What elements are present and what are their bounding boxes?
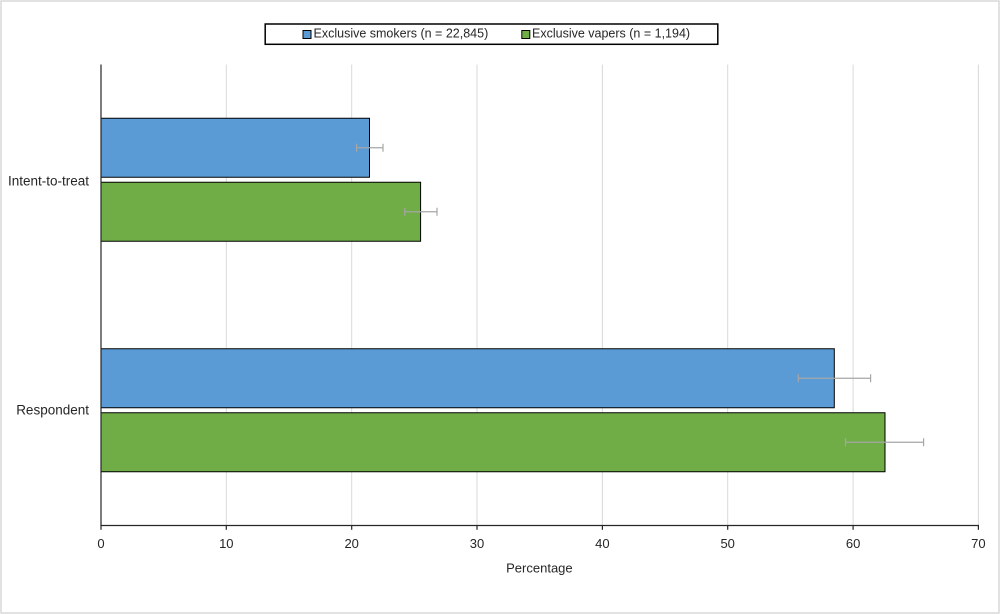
svg-text:50: 50 [720,536,734,551]
svg-text:0: 0 [97,536,104,551]
svg-text:10: 10 [219,536,233,551]
svg-text:20: 20 [344,536,358,551]
svg-text:Intent-to-treat: Intent-to-treat [8,174,89,189]
svg-text:70: 70 [971,536,985,551]
svg-text:Exclusive smokers (n = 22,845): Exclusive smokers (n = 22,845) [314,27,489,41]
svg-text:Percentage: Percentage [506,561,573,576]
svg-text:30: 30 [470,536,484,551]
svg-text:Respondent: Respondent [16,402,89,417]
svg-text:40: 40 [595,536,609,551]
svg-text:Exclusive vapers (n = 1,194): Exclusive vapers (n = 1,194) [532,27,690,41]
svg-text:60: 60 [846,536,860,551]
